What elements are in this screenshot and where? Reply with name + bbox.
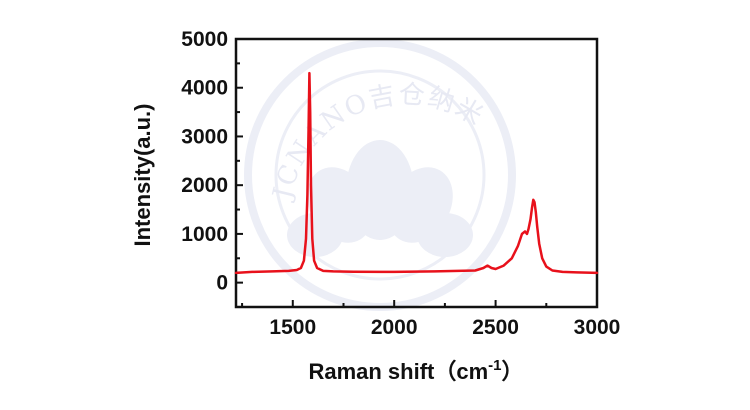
plot-frame: [234, 37, 599, 309]
watermark-inner-ring: [274, 69, 486, 281]
x-tick-label: 2000: [371, 316, 418, 339]
y-axis-title: Intensity(a.u.): [130, 103, 155, 246]
y-tick-label: 3000: [181, 125, 228, 148]
x-tick-label: 3000: [574, 316, 621, 339]
axis-ticks: [236, 38, 598, 307]
y-tick-label: 2000: [181, 174, 228, 197]
axis-tick-labels: 1500 2000 2500 3000 0 1000 2000 3000 4000 5000: [181, 28, 620, 339]
lotus-icon: [287, 140, 473, 257]
x-tick-label: 1500: [269, 316, 316, 339]
y-tick-label: 4000: [181, 77, 228, 100]
raman-spectrum-line: [234, 71, 599, 275]
x-axis-title: Raman shift（cm-1）: [308, 357, 523, 384]
y-tick-label: 5000: [181, 28, 228, 51]
y-tick-label: 1000: [181, 223, 228, 246]
x-tick-label: 2500: [472, 316, 519, 339]
y-tick-label: 0: [216, 272, 228, 295]
watermark: JCNANO吉仓纳米: [244, 39, 516, 311]
